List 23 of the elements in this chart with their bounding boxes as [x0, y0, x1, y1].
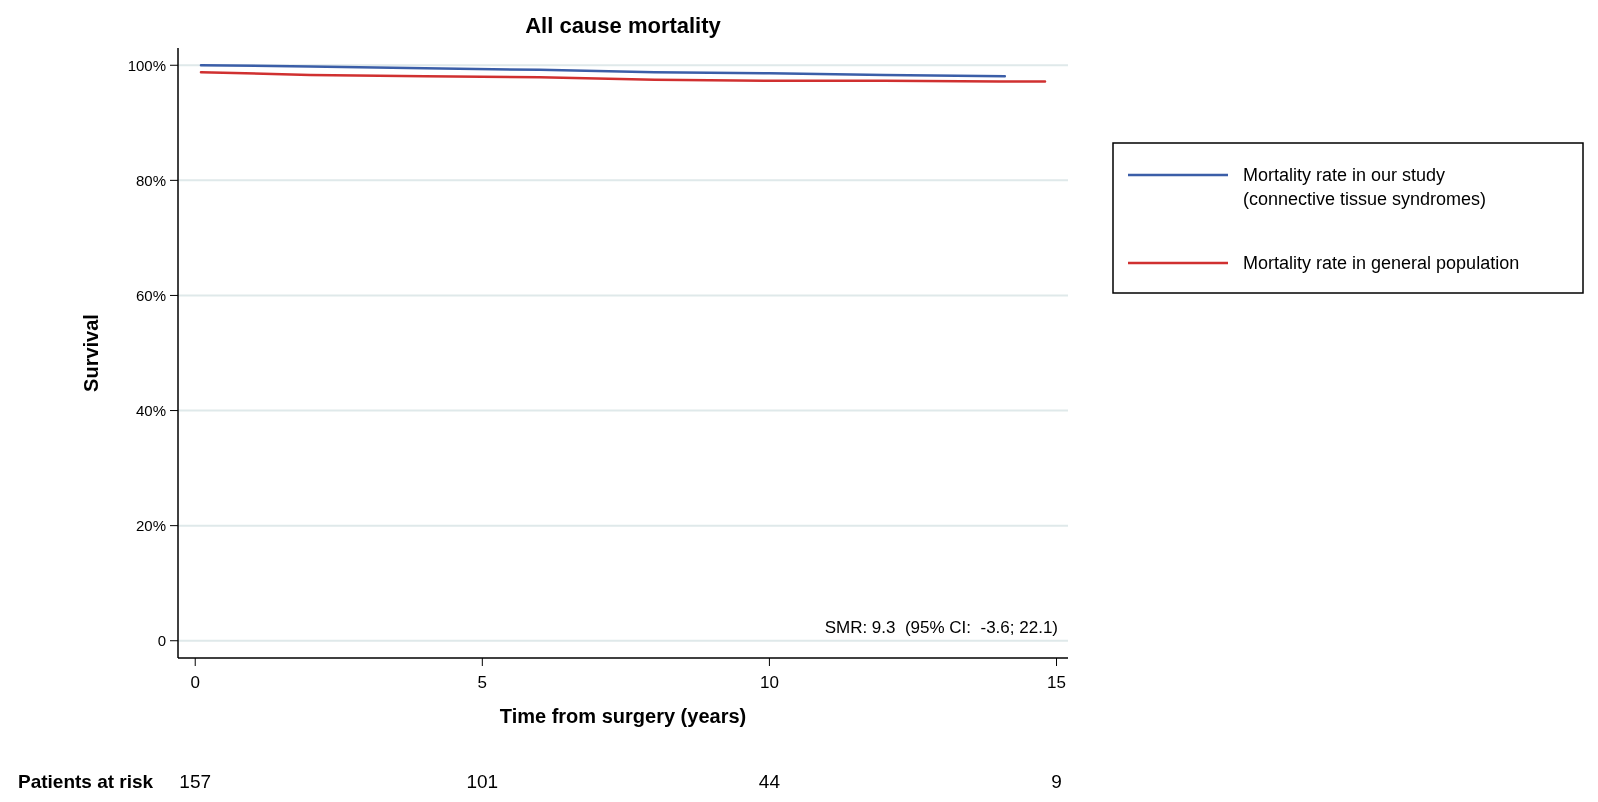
- line-series: [199, 64, 1007, 78]
- x-axis-title: Time from surgery (years): [499, 705, 747, 727]
- y-tick-label: 40%: [135, 401, 166, 419]
- x-tick-label: 0: [190, 673, 200, 692]
- x-tick-label: 5: [477, 673, 488, 692]
- x-tick-label: 15: [1047, 673, 1066, 692]
- y-tick-label: 0: [157, 631, 166, 649]
- text: 157: [179, 771, 212, 792]
- text: 9: [1051, 771, 1062, 792]
- annotation: SMR: 9.3 (95% CI: -3.6; 22.1): [824, 618, 1058, 637]
- x-tick-label: 10: [759, 673, 779, 692]
- y-tick-label: 60%: [135, 286, 166, 304]
- text: Mortality rate in our study (connective tissue syndromes): [1243, 165, 1487, 209]
- text: Patients at risk: [18, 771, 154, 792]
- chart-title: All cause mortality: [525, 13, 722, 38]
- y-axis-title: Survival: [80, 314, 102, 392]
- y-tick-label: 20%: [135, 516, 166, 534]
- y-tick-label: 80%: [135, 171, 166, 189]
- text: 44: [758, 771, 781, 792]
- text: Mortality rate in general population: [1243, 253, 1520, 274]
- text: 101: [466, 771, 499, 792]
- line-series: [199, 70, 1047, 83]
- y-tick-label: 100%: [127, 56, 166, 74]
